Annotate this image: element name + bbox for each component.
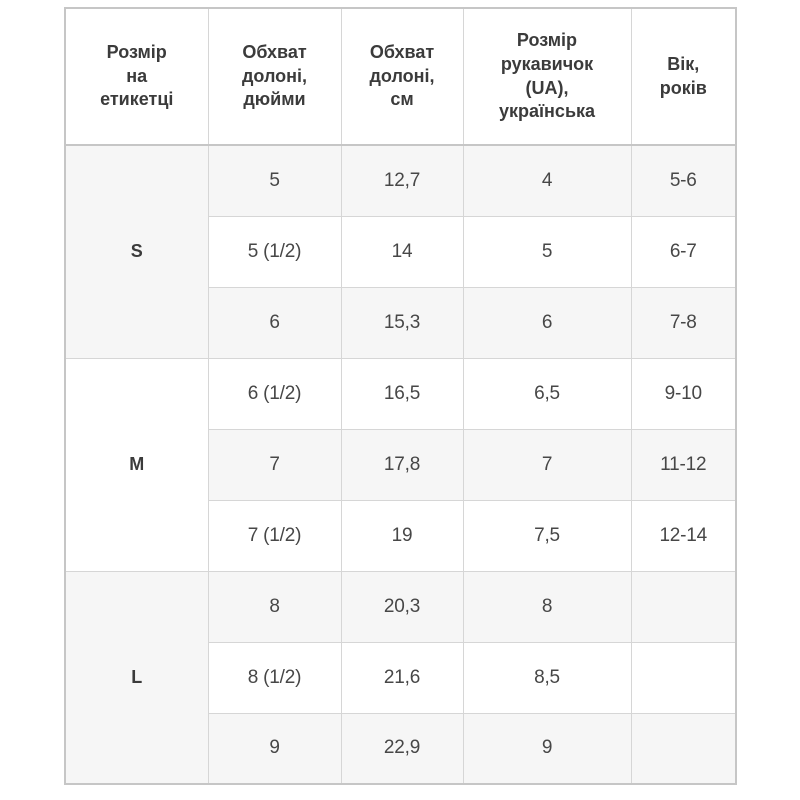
- cell-age: 11-12: [630, 428, 737, 501]
- table-row: L 8 20,3 8: [64, 570, 737, 785]
- table-row: 6 15,3 6 7-8: [65, 286, 737, 359]
- cell-ua-size: 6: [462, 286, 632, 359]
- cell-age: 12-14: [630, 499, 737, 572]
- cell-ua-size: 8,5: [462, 641, 632, 714]
- cell-age: [630, 570, 737, 643]
- table-row: 8 (1/2) 21,6 8,5: [65, 641, 737, 714]
- cell-age: 6-7: [630, 215, 737, 288]
- cell-age: [630, 641, 737, 714]
- cell-age: 9-10: [630, 357, 737, 430]
- cell-ua-size: 5: [462, 215, 632, 288]
- column-header-palm-inches: Обхват долоні, дюйми: [207, 7, 342, 146]
- cell-palm-inches: 5 (1/2): [207, 215, 342, 288]
- table-row: 5 (1/2) 14 5 6-7: [65, 215, 737, 288]
- size-group-label-l: L: [64, 570, 209, 785]
- cell-palm-inches: 8: [207, 570, 342, 643]
- cell-palm-cm: 19: [340, 499, 464, 572]
- cell-age: 7-8: [630, 286, 737, 359]
- cell-palm-cm: 17,8: [340, 428, 464, 501]
- cell-palm-cm: 20,3: [340, 570, 464, 643]
- table-row: 9 22,9 9: [65, 712, 737, 785]
- header-row: Розмір на етикетці Обхват долоні, дюйми …: [64, 7, 737, 146]
- cell-palm-inches: 7 (1/2): [207, 499, 342, 572]
- cell-palm-inches: 9: [207, 712, 342, 785]
- size-group-label-m: M: [64, 357, 209, 572]
- cell-age: [630, 712, 737, 785]
- column-header-label-size: Розмір на етикетці: [64, 7, 209, 146]
- column-header-age: Вік, років: [630, 7, 737, 146]
- cell-ua-size: 9: [462, 712, 632, 785]
- cell-ua-size: 8: [462, 570, 632, 643]
- cell-palm-inches: 7: [207, 428, 342, 501]
- table-row: S 5 12,7 4 5-6: [64, 144, 737, 359]
- cell-palm-inches: 6: [207, 286, 342, 359]
- glove-size-table: Розмір на етикетці Обхват долоні, дюйми …: [64, 7, 737, 785]
- table-row: M 6 (1/2) 16,5 6,5 9-10: [64, 357, 737, 572]
- cell-age: 5-6: [630, 144, 737, 217]
- cell-palm-inches: 5: [207, 144, 342, 217]
- cell-ua-size: 7: [462, 428, 632, 501]
- size-group-label-s: S: [64, 144, 209, 359]
- cell-palm-cm: 14: [340, 215, 464, 288]
- cell-palm-cm: 22,9: [340, 712, 464, 785]
- cell-palm-inches: 6 (1/2): [207, 357, 342, 430]
- cell-palm-cm: 21,6: [340, 641, 464, 714]
- cell-palm-cm: 12,7: [340, 144, 464, 217]
- cell-ua-size: 4: [462, 144, 632, 217]
- cell-palm-cm: 16,5: [340, 357, 464, 430]
- cell-palm-inches: 8 (1/2): [207, 641, 342, 714]
- column-header-palm-cm: Обхват долоні, см: [340, 7, 464, 146]
- table-row: 7 17,8 7 11-12: [65, 428, 737, 501]
- cell-palm-cm: 15,3: [340, 286, 464, 359]
- column-header-ua-size: Розмір рукавичок (UA), українська: [462, 7, 632, 146]
- cell-ua-size: 7,5: [462, 499, 632, 572]
- cell-ua-size: 6,5: [462, 357, 632, 430]
